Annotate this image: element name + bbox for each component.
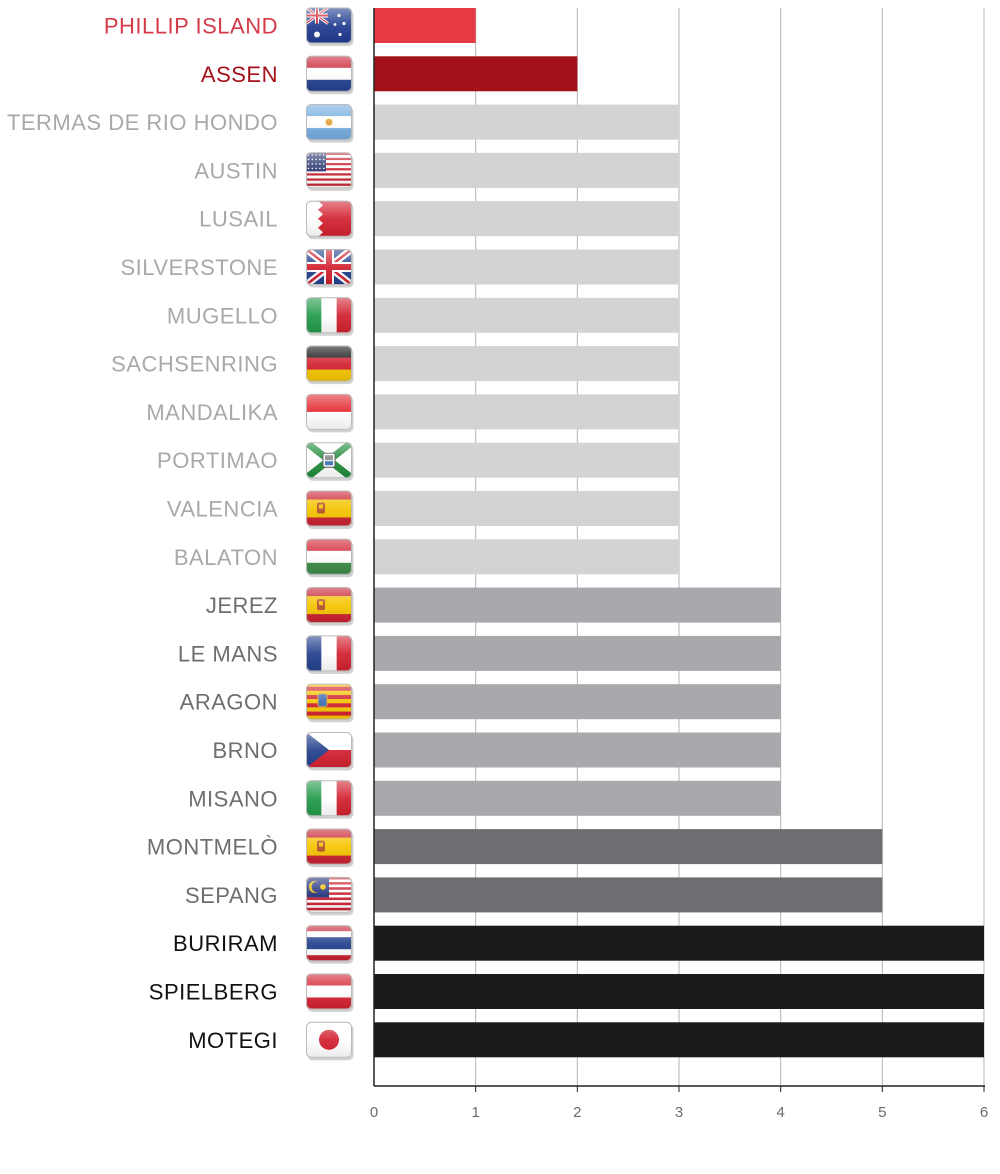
malaysia-flag-icon — [306, 876, 354, 916]
category-label: AUSTIN — [194, 158, 278, 183]
bars — [374, 8, 984, 1058]
bar — [374, 684, 781, 720]
category-labels: PHILLIP ISLAND ASSEN TERMAS DE RIO HONDO AU… — [7, 14, 278, 1053]
x-tick-label: 1 — [471, 1104, 479, 1121]
bar — [374, 8, 476, 43]
x-tick-label: 5 — [878, 1104, 886, 1121]
x-tick-label: 3 — [675, 1104, 683, 1121]
spain-flag-icon — [306, 587, 354, 626]
category-label: PORTIMAO — [157, 448, 278, 473]
spain-flag-icon — [306, 490, 354, 529]
bar — [374, 635, 781, 671]
category-label: LE MANS — [178, 641, 278, 666]
category-label: SILVERSTONE — [120, 255, 278, 280]
category-label: MISANO — [188, 786, 278, 811]
germany-flag-icon — [306, 345, 354, 385]
czech-flag-icon — [306, 732, 354, 771]
aragon-flag-icon — [306, 683, 354, 723]
spain-flag-icon — [306, 828, 354, 868]
category-label: VALENCIA — [167, 497, 278, 522]
hungary-flag-icon — [306, 538, 354, 578]
x-tick-labels: 0 1 2 3 4 5 6 — [370, 1104, 988, 1121]
portimao-flag-icon — [306, 442, 354, 481]
axes — [373, 8, 985, 1092]
category-label: ASSEN — [201, 62, 278, 87]
italy-flag-icon — [306, 780, 354, 819]
category-label: BRNO — [212, 738, 278, 763]
x-tick-label: 0 — [370, 1104, 378, 1121]
category-label: SACHSENRING — [111, 352, 278, 377]
bar — [374, 346, 679, 382]
category-label: MOTEGI — [188, 1028, 278, 1053]
netherlands-flag-icon — [306, 55, 354, 95]
bar — [374, 925, 984, 961]
x-tick-label: 4 — [776, 1104, 784, 1121]
category-label: BURIRAM — [173, 931, 278, 956]
argentina-flag-icon — [306, 104, 354, 143]
x-tick-label: 6 — [980, 1104, 988, 1121]
thailand-flag-icon — [306, 925, 354, 964]
uk-flag-icon — [306, 249, 354, 288]
bar — [374, 587, 781, 623]
bar — [374, 152, 679, 188]
usa-flag-icon — [306, 152, 354, 191]
category-label: SPIELBERG — [149, 980, 278, 1005]
category-label: MANDALIKA — [146, 400, 278, 425]
japan-flag-icon — [306, 1021, 354, 1061]
flags — [306, 7, 354, 1061]
bar — [374, 539, 679, 575]
x-tick-label: 2 — [573, 1104, 581, 1121]
category-label: BALATON — [174, 545, 278, 570]
australia-flag-icon — [306, 7, 354, 46]
bar — [374, 394, 679, 430]
category-label: TERMAS DE RIO HONDO — [7, 110, 278, 135]
category-label: JEREZ — [206, 593, 278, 618]
category-label: LUSAIL — [199, 207, 278, 232]
category-label: ARAGON — [180, 690, 278, 715]
bar — [374, 491, 679, 526]
bar — [374, 104, 679, 140]
bar — [374, 56, 578, 92]
france-flag-icon — [306, 635, 354, 674]
bar — [374, 780, 781, 816]
category-label: PHILLIP ISLAND — [104, 14, 278, 39]
austria-flag-icon — [306, 973, 354, 1012]
category-label: MUGELLO — [167, 303, 278, 328]
category-label: MONTMELÒ — [147, 835, 278, 860]
bar — [374, 297, 679, 333]
indonesia-flag-icon — [306, 393, 354, 433]
italy-flag-icon — [306, 297, 354, 336]
bar — [374, 829, 883, 865]
category-label: SEPANG — [185, 883, 278, 908]
bar — [374, 249, 679, 285]
bar — [374, 732, 781, 768]
bar — [374, 877, 883, 913]
bahrain-flag-icon — [306, 200, 354, 240]
bar — [374, 442, 679, 478]
bar — [374, 201, 679, 237]
bar — [374, 1022, 984, 1058]
bar — [374, 974, 984, 1009]
